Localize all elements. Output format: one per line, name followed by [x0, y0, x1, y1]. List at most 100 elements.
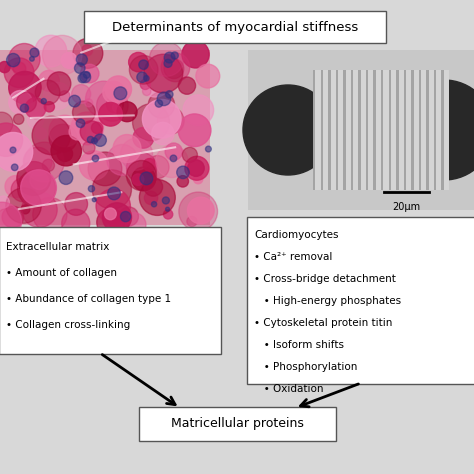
- Text: • Collagen cross-linking: • Collagen cross-linking: [6, 320, 130, 330]
- Circle shape: [6, 188, 41, 223]
- Text: • Phosphorylation: • Phosphorylation: [254, 362, 357, 372]
- Circle shape: [165, 54, 174, 62]
- Text: Extracellular matrix: Extracellular matrix: [6, 242, 109, 252]
- Circle shape: [140, 79, 150, 90]
- Circle shape: [9, 91, 32, 114]
- Circle shape: [161, 53, 190, 82]
- Circle shape: [17, 92, 36, 112]
- Bar: [441, 70, 444, 190]
- Circle shape: [170, 155, 177, 162]
- Circle shape: [44, 101, 55, 112]
- Circle shape: [157, 92, 171, 106]
- Bar: [248, 50, 474, 210]
- Circle shape: [20, 104, 28, 112]
- Circle shape: [22, 192, 57, 228]
- Circle shape: [91, 138, 98, 144]
- Circle shape: [97, 208, 125, 236]
- Circle shape: [92, 155, 99, 162]
- Circle shape: [0, 132, 33, 171]
- Circle shape: [165, 207, 170, 211]
- Circle shape: [24, 142, 64, 182]
- Bar: [336, 70, 338, 190]
- Circle shape: [102, 203, 131, 232]
- Circle shape: [82, 142, 95, 154]
- Circle shape: [151, 201, 157, 207]
- Circle shape: [10, 147, 16, 153]
- Circle shape: [142, 100, 181, 138]
- Circle shape: [91, 122, 103, 134]
- Bar: [343, 70, 346, 190]
- Circle shape: [0, 202, 21, 241]
- Circle shape: [9, 72, 41, 104]
- Circle shape: [0, 208, 21, 234]
- Bar: [419, 70, 421, 190]
- Circle shape: [9, 44, 40, 75]
- Circle shape: [33, 198, 67, 232]
- Circle shape: [206, 146, 211, 152]
- Circle shape: [71, 112, 103, 145]
- Circle shape: [165, 91, 173, 98]
- Circle shape: [163, 197, 169, 204]
- Circle shape: [36, 128, 47, 139]
- Circle shape: [178, 77, 196, 94]
- Circle shape: [30, 171, 48, 190]
- Circle shape: [129, 55, 158, 84]
- Circle shape: [156, 145, 188, 178]
- Text: • Isoform shifts: • Isoform shifts: [254, 340, 344, 350]
- Circle shape: [42, 159, 55, 172]
- FancyBboxPatch shape: [0, 227, 221, 354]
- Circle shape: [94, 134, 106, 146]
- Circle shape: [140, 67, 171, 97]
- Circle shape: [85, 81, 122, 117]
- Circle shape: [106, 96, 123, 113]
- Circle shape: [17, 162, 51, 195]
- Circle shape: [87, 137, 94, 143]
- Circle shape: [35, 35, 67, 67]
- Text: • Amount of collagen: • Amount of collagen: [6, 268, 117, 278]
- Circle shape: [103, 82, 125, 103]
- Circle shape: [29, 56, 34, 61]
- Circle shape: [4, 58, 34, 88]
- Circle shape: [113, 135, 141, 163]
- Circle shape: [65, 192, 88, 215]
- Circle shape: [0, 112, 13, 135]
- Circle shape: [59, 171, 73, 184]
- Circle shape: [73, 101, 95, 124]
- Circle shape: [119, 207, 138, 226]
- Circle shape: [41, 99, 46, 104]
- Circle shape: [0, 196, 9, 208]
- Circle shape: [0, 123, 23, 156]
- Circle shape: [72, 84, 91, 103]
- Circle shape: [23, 147, 52, 176]
- Text: 20μm: 20μm: [392, 202, 420, 212]
- Circle shape: [132, 167, 155, 191]
- Circle shape: [35, 80, 60, 105]
- FancyBboxPatch shape: [84, 11, 386, 43]
- Bar: [313, 70, 449, 190]
- Circle shape: [187, 216, 197, 227]
- Circle shape: [38, 70, 59, 91]
- Circle shape: [69, 123, 86, 140]
- Circle shape: [145, 191, 158, 205]
- Circle shape: [0, 62, 10, 73]
- Circle shape: [183, 95, 214, 126]
- Bar: [313, 70, 316, 190]
- Text: • High-energy phosphates: • High-energy phosphates: [254, 296, 401, 306]
- Circle shape: [188, 160, 204, 176]
- Circle shape: [152, 122, 174, 145]
- Text: • Cytoskeletal protein titin: • Cytoskeletal protein titin: [254, 318, 392, 328]
- Bar: [434, 70, 437, 190]
- Circle shape: [193, 174, 203, 184]
- Circle shape: [13, 114, 24, 124]
- Text: Matricellular proteins: Matricellular proteins: [171, 418, 304, 430]
- Bar: [328, 70, 330, 190]
- Circle shape: [146, 155, 169, 179]
- Circle shape: [155, 100, 163, 107]
- Circle shape: [80, 72, 91, 82]
- Bar: [396, 70, 399, 190]
- Circle shape: [25, 98, 46, 118]
- Circle shape: [187, 197, 214, 224]
- Bar: [351, 70, 353, 190]
- Circle shape: [196, 64, 220, 88]
- Text: • Oxidation: • Oxidation: [254, 384, 323, 394]
